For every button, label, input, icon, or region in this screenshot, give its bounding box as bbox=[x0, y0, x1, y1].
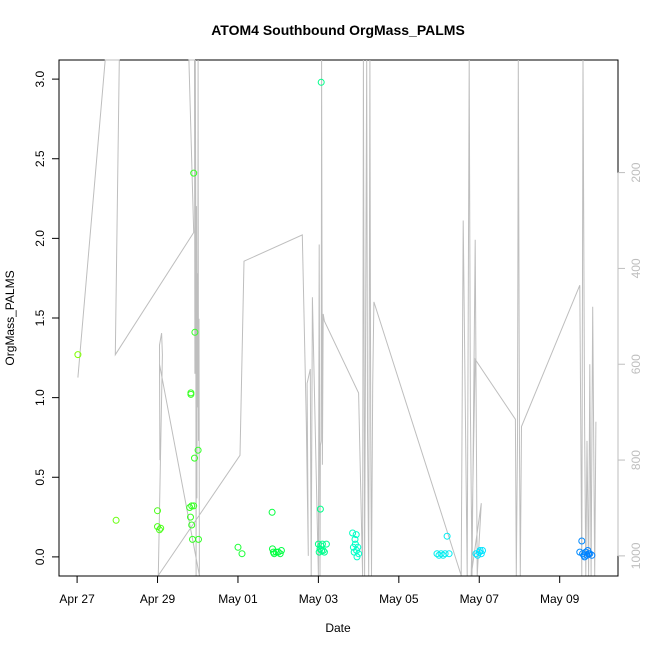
data-point bbox=[445, 550, 453, 558]
data-point bbox=[112, 516, 120, 524]
y2-tick-label: 600 bbox=[629, 354, 643, 374]
data-point bbox=[317, 78, 325, 86]
x-tick-label: Apr 27 bbox=[59, 592, 95, 606]
data-point bbox=[187, 513, 194, 521]
data-point bbox=[268, 508, 276, 516]
y-tick-label: 3.0 bbox=[33, 70, 47, 87]
pressure-line-group bbox=[77, 59, 597, 578]
chart-title: ATOM4 Southbound OrgMass_PALMS bbox=[211, 22, 465, 38]
data-point bbox=[154, 507, 161, 515]
y2-tick-label: 800 bbox=[629, 450, 643, 470]
x-tick-label: May 01 bbox=[218, 592, 258, 606]
data-point bbox=[443, 532, 451, 540]
x-tick-label: May 05 bbox=[379, 592, 419, 606]
data-point bbox=[316, 505, 324, 513]
data-point bbox=[479, 547, 486, 554]
y-axis-label: OrgMass_PALMS bbox=[3, 270, 17, 365]
data-point bbox=[191, 454, 198, 462]
data-point bbox=[476, 547, 484, 554]
data-point bbox=[352, 531, 360, 539]
y-tick-label: 2.0 bbox=[33, 230, 47, 247]
data-point bbox=[477, 550, 485, 558]
data-point bbox=[195, 535, 202, 543]
data-point bbox=[355, 550, 363, 558]
data-point bbox=[349, 529, 357, 537]
data-point bbox=[190, 169, 198, 177]
data-point bbox=[74, 351, 82, 359]
data-point bbox=[186, 504, 194, 511]
data-point bbox=[156, 526, 163, 534]
y2-tick-label: 400 bbox=[629, 258, 643, 278]
x-axis: Apr 27 Apr 29 May 01 May 03 May 05 May 07 May … bbox=[59, 575, 580, 606]
data-point bbox=[194, 446, 202, 454]
x-tick-label: May 07 bbox=[460, 592, 500, 606]
data-point bbox=[238, 550, 246, 558]
data-point bbox=[234, 543, 242, 551]
x-axis-label: Date bbox=[325, 621, 351, 635]
y-tick-label: 2.5 bbox=[33, 150, 47, 167]
y-tick-label: 0.5 bbox=[33, 469, 47, 486]
y-tick-label: 0.0 bbox=[33, 548, 47, 565]
points-group bbox=[74, 78, 596, 561]
data-point bbox=[320, 548, 328, 556]
x-tick-label: May 03 bbox=[299, 592, 339, 606]
data-point bbox=[187, 389, 195, 397]
data-point bbox=[437, 550, 445, 558]
data-point bbox=[276, 550, 284, 558]
data-point bbox=[188, 521, 196, 529]
y-tick-label: 1.0 bbox=[33, 389, 47, 406]
x-tick-label: Apr 29 bbox=[140, 592, 176, 606]
y-axis-right: 200 400 600 800 1000 bbox=[617, 162, 643, 569]
pressure-series-line bbox=[77, 59, 597, 578]
data-point bbox=[351, 535, 359, 543]
data-point bbox=[188, 502, 196, 510]
data-point bbox=[190, 502, 198, 510]
data-point bbox=[588, 551, 596, 559]
y-tick-label: 1.5 bbox=[33, 309, 47, 326]
data-point bbox=[586, 550, 594, 558]
y2-tick-label: 200 bbox=[629, 162, 643, 182]
data-point bbox=[322, 540, 330, 548]
y-axis-left: 0.0 0.5 1.0 1.5 2.0 2.5 3.0 bbox=[33, 70, 60, 565]
data-point bbox=[441, 550, 449, 558]
data-point bbox=[578, 537, 586, 545]
y2-tick-label: 1000 bbox=[629, 542, 643, 569]
x-tick-label: May 09 bbox=[540, 592, 580, 606]
data-point bbox=[319, 547, 327, 554]
data-point bbox=[191, 328, 199, 336]
data-point bbox=[157, 524, 165, 532]
data-point bbox=[277, 547, 285, 554]
